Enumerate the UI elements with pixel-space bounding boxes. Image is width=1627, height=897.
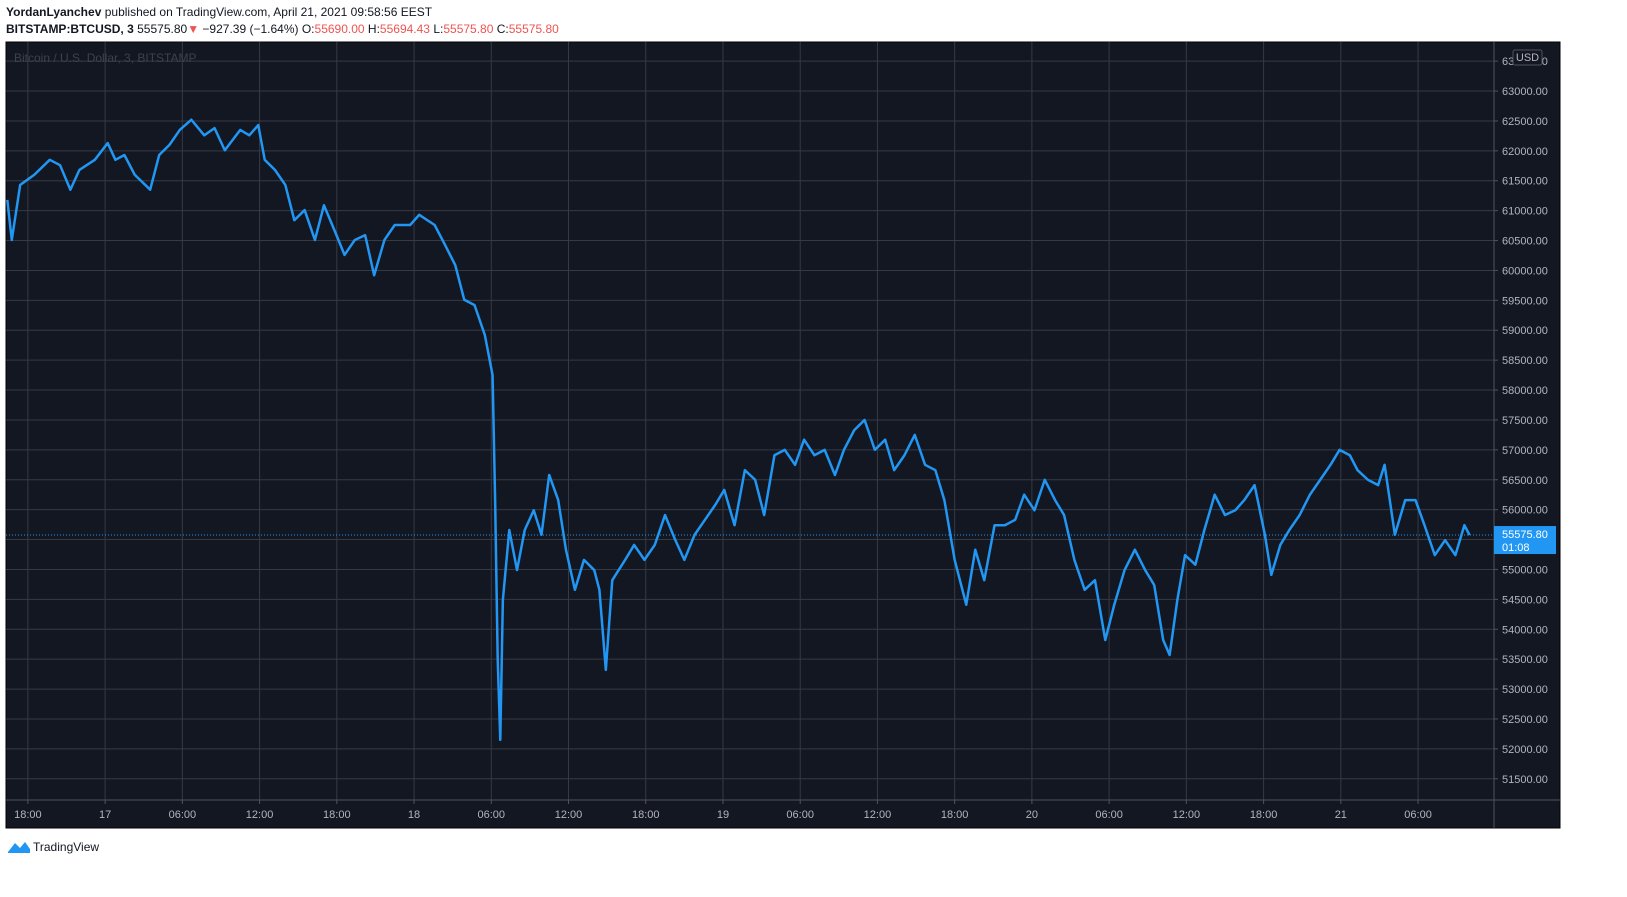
author: YordanLyanchev — [6, 5, 102, 19]
y-tick-label: 61500.00 — [1502, 176, 1548, 188]
y-tick-label: 60000.00 — [1502, 265, 1548, 277]
y-tick-label: 62000.00 — [1502, 146, 1548, 158]
y-tick-label: 59500.00 — [1502, 295, 1548, 307]
last-price-tag — [1494, 526, 1556, 555]
y-tick-label: 55000.00 — [1502, 564, 1548, 576]
x-tick-label: 17 — [99, 809, 111, 821]
y-tick-label: 56000.00 — [1502, 505, 1548, 517]
published: published on TradingView.com, April 21, … — [105, 5, 433, 19]
logo-icon — [8, 842, 30, 853]
x-tick-label: 18:00 — [632, 809, 660, 821]
x-tick-label: 21 — [1335, 809, 1347, 821]
x-tick-label: 20 — [1026, 809, 1038, 821]
x-tick-label: 18 — [408, 809, 420, 821]
x-tick-label: 18:00 — [1250, 809, 1278, 821]
y-tick-label: 58500.00 — [1502, 355, 1548, 367]
close-label: C: — [497, 22, 509, 36]
y-tick-label: 59000.00 — [1502, 325, 1548, 337]
arrow: ▼ — [187, 22, 199, 36]
y-tick-label: 53000.00 — [1502, 684, 1548, 696]
currency: USD — [1516, 52, 1539, 64]
countdown-label: 01:08 — [1502, 542, 1530, 554]
quote-line: BITSTAMP:BTCUSD, 3 55575.80▼ −927.39 (−1… — [6, 22, 559, 36]
footer-brand: TradingView — [33, 840, 99, 854]
x-tick-label: 12:00 — [555, 809, 583, 821]
currency-badge — [1512, 49, 1543, 66]
x-tick-label: 06:00 — [478, 809, 506, 821]
y-tick-label: 52000.00 — [1502, 744, 1548, 756]
y-tick-label: 56500.00 — [1502, 475, 1548, 487]
plot — [6, 118, 1494, 742]
open: 55690.00 — [315, 22, 365, 36]
chart-title: Bitcoin / U.S. Dollar, 3, BITSTAMP — [14, 51, 197, 65]
close: 55575.80 — [509, 22, 559, 36]
low: 55575.80 — [443, 22, 493, 36]
x-tick-label: 06:00 — [169, 809, 197, 821]
open-label: O: — [302, 22, 315, 36]
y-tick-label: 53500.00 — [1502, 654, 1548, 666]
x-tick-label: 12:00 — [864, 809, 892, 821]
x-tick-label: 18:00 — [941, 809, 969, 821]
change: −927.39 (−1.64%) — [202, 22, 298, 36]
y-tick-label: 54500.00 — [1502, 594, 1548, 606]
x-tick-label: 18:00 — [323, 809, 351, 821]
y-tick-label: 58000.00 — [1502, 385, 1548, 397]
y-tick-label: 57000.00 — [1502, 445, 1548, 457]
y-tick-label: 54000.00 — [1502, 624, 1548, 636]
axes: 51500.00 52000.00 52500.00 53000.00 53500.00… — [14, 56, 1556, 821]
y-tick-label: 51500.00 — [1502, 774, 1548, 786]
last-price-label: 55575.80 — [1502, 529, 1548, 541]
x-tick-label: 12:00 — [1173, 809, 1201, 821]
x-tick-label: 12:00 — [246, 809, 274, 821]
x-tick-label: 06:00 — [1095, 809, 1123, 821]
y-tick-label: 61000.00 — [1502, 206, 1548, 218]
x-tick-label: 18:00 — [14, 809, 42, 821]
price-line — [6, 118, 1471, 742]
y-tick-label: 62500.00 — [1502, 116, 1548, 128]
y-tick-label: 52500.00 — [1502, 714, 1548, 726]
publish-line: YordanLyanchev published on TradingView.… — [6, 5, 433, 19]
symbol: BITSTAMP:BTCUSD, 3 — [6, 22, 134, 36]
grid — [6, 42, 1494, 800]
x-tick-label: 19 — [717, 809, 729, 821]
last: 55575.80 — [137, 22, 187, 36]
y-tick-label: 60500.00 — [1502, 236, 1548, 248]
low-label: L: — [433, 22, 443, 36]
x-tick-label: 06:00 — [786, 809, 814, 821]
chart-background — [5, 41, 1561, 829]
y-tick-label: 57500.00 — [1502, 415, 1548, 427]
high-label: H: — [368, 22, 380, 36]
high: 55694.43 — [380, 22, 430, 36]
y-tick-label: 63000.00 — [1502, 86, 1548, 98]
x-tick-label: 06:00 — [1404, 809, 1432, 821]
